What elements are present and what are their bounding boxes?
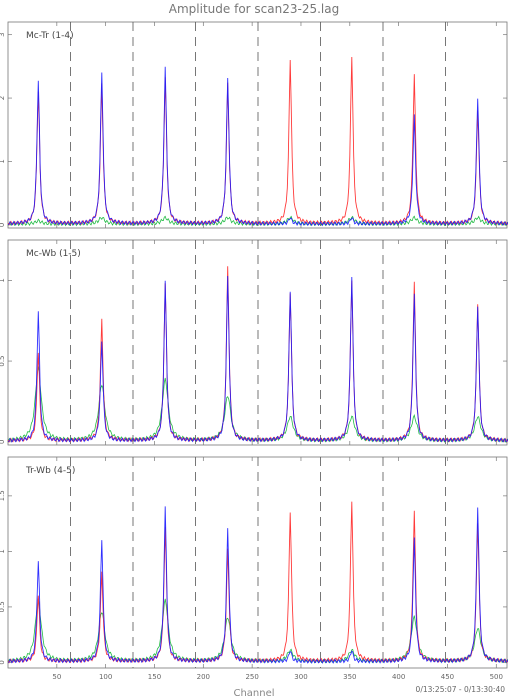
series-blue bbox=[7, 66, 508, 227]
x-tick-label: 250 bbox=[245, 673, 258, 681]
panel-label: Tr-Wb (4-5) bbox=[25, 466, 75, 476]
y-tick-label: 1 bbox=[0, 549, 6, 553]
time-range: 0/13:25:07 - 0/13:30:40 bbox=[416, 685, 506, 694]
y-tick-label: 0 bbox=[0, 660, 6, 664]
x-tick-label: 500 bbox=[490, 673, 503, 681]
x-tick-label: 300 bbox=[294, 673, 307, 681]
series-blue bbox=[7, 275, 508, 443]
series-green bbox=[7, 598, 508, 664]
panel-0: 0 1 2 3 Mc-Tr (1-4) bbox=[0, 21, 508, 229]
x-axis: 50 100 150 200 250 300 350 400 450 500 bbox=[52, 673, 503, 681]
x-tick-label: 400 bbox=[392, 673, 405, 681]
panel-2: 0 0.5 1 1.5 Tr-Wb (4-5) bbox=[0, 456, 508, 669]
x-axis-label: Channel bbox=[233, 688, 274, 699]
x-tick-label: 100 bbox=[99, 673, 112, 681]
y-tick-label: 0 bbox=[0, 440, 6, 444]
y-tick-label: 1 bbox=[0, 159, 6, 163]
y-tick-label: 1 bbox=[0, 278, 6, 282]
x-tick-label: 350 bbox=[343, 673, 356, 681]
y-tick-label: 0.5 bbox=[0, 355, 6, 366]
panel-1: 0 0.5 1 Mc-Wb (1-5) bbox=[0, 239, 508, 446]
panels-group: 0 1 2 3 Mc-Tr (1-4) 0 0.5 1 Mc-Wb (1-5) 0 0.5 1 1.5 T… bbox=[0, 21, 508, 669]
panel-frame bbox=[7, 456, 508, 669]
y-tick-label: 2 bbox=[0, 96, 6, 100]
x-tick-label: 50 bbox=[52, 673, 61, 681]
y-tick-label: 1.5 bbox=[0, 490, 6, 501]
panel-frame bbox=[7, 21, 508, 229]
x-tick-label: 150 bbox=[148, 673, 161, 681]
x-tick-label: 200 bbox=[197, 673, 210, 681]
chart-title: Amplitude for scan23-25.lag bbox=[169, 2, 339, 16]
y-tick-label: 3 bbox=[0, 32, 6, 36]
y-tick-label: 0 bbox=[0, 223, 6, 227]
panel-label: Mc-Wb (1-5) bbox=[26, 249, 81, 259]
y-tick-label: 0.5 bbox=[0, 601, 6, 612]
series-blue bbox=[7, 506, 508, 664]
x-tick-label: 450 bbox=[441, 673, 454, 681]
panel-frame bbox=[7, 239, 508, 446]
panel-label: Mc-Tr (1-4) bbox=[26, 31, 74, 41]
